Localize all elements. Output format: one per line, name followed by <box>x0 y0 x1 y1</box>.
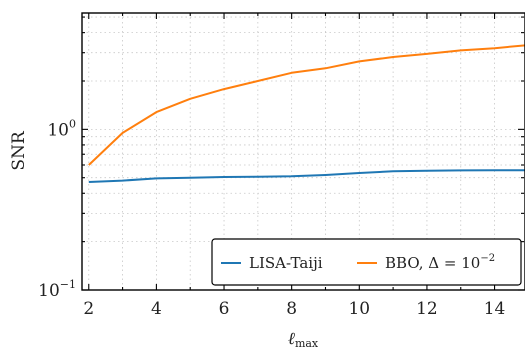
legend: LISA-Taiji BBO, Δ = 10−2 <box>211 238 522 286</box>
x-tick-label: 2 <box>83 299 94 319</box>
y-tick-label: 10−1 <box>38 278 76 301</box>
x-tick-label: 4 <box>151 299 162 319</box>
grid <box>82 13 525 290</box>
legend-label-lisa-taiji: LISA-Taiji <box>249 254 323 272</box>
series-line-1 <box>88 44 525 166</box>
legend-label-bbo: BBO, Δ = 10−2 <box>385 253 495 272</box>
x-tick-label: 8 <box>286 299 297 319</box>
y-axis-label: SNR <box>9 130 29 171</box>
plot-frame <box>81 12 525 291</box>
legend-label-bbo-prefix: BBO, Δ = 10 <box>385 254 480 272</box>
x-axis-label-sub: max <box>295 337 319 350</box>
y-tick-label: 100 <box>47 117 76 140</box>
x-tick-label: 14 <box>484 299 506 319</box>
series-lines <box>88 44 525 183</box>
x-tick-label: 6 <box>219 299 230 319</box>
legend-label-bbo-exp: −2 <box>480 253 495 264</box>
y-tick-label-base: 10 <box>38 281 60 301</box>
y-tick-label-exp: 0 <box>69 117 76 130</box>
series-line-0 <box>88 169 525 183</box>
y-tick-label-exp: −1 <box>60 278 76 291</box>
x-tick-label: 12 <box>416 299 438 319</box>
y-tick-label-base: 10 <box>47 120 69 140</box>
x-axis-label-base: ℓ <box>288 329 295 349</box>
axis-ticks <box>82 13 524 291</box>
x-axis-label: ℓmax <box>288 329 319 350</box>
x-tick-label: 10 <box>348 299 370 319</box>
